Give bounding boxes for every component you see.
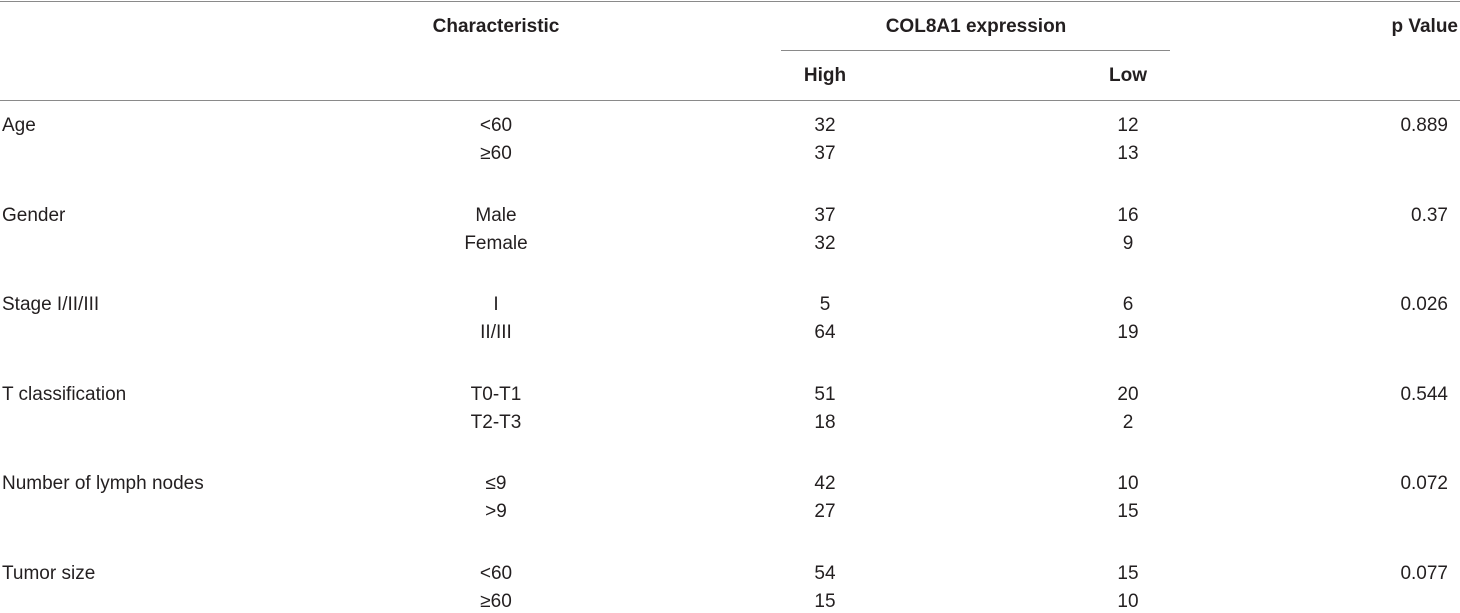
high-count-cell: 32 <box>814 232 836 254</box>
header-high: High <box>803 65 847 86</box>
high-count-cell: 27 <box>814 501 836 522</box>
row-label: Number of lymph nodes <box>2 473 204 494</box>
high-count-cell: 5 <box>819 294 831 315</box>
p-value-cell: 0.026 <box>1400 294 1448 315</box>
subgroup-cell: ≥60 <box>480 143 512 164</box>
high-count-cell: 51 <box>814 383 836 405</box>
header-col8a1-expression: COL8A1 expression <box>885 16 1067 37</box>
subgroup-cell: <60 <box>479 562 513 584</box>
subgroup-cell: ≤9 <box>485 473 507 494</box>
low-count-cell: 15 <box>1117 501 1139 522</box>
table-top-rule <box>0 1 1460 2</box>
low-count-cell: 13 <box>1117 143 1139 164</box>
subgroup-cell: >9 <box>485 501 507 522</box>
subgroup-cell: <60 <box>479 115 513 136</box>
subgroup-cell: II/III <box>480 322 512 343</box>
p-value-cell: 0.072 <box>1400 473 1448 494</box>
p-value-cell: 0.544 <box>1400 383 1448 405</box>
subgroup-cell: T2-T3 <box>470 411 522 433</box>
high-count-cell: 64 <box>814 322 836 343</box>
high-count-cell: 42 <box>814 473 836 494</box>
header-low: Low <box>1109 65 1147 86</box>
low-count-cell: 9 <box>1122 232 1134 254</box>
row-label: T classification <box>2 383 127 405</box>
row-label: Stage I/II/III <box>2 294 100 315</box>
subgroup-cell: Male <box>475 204 517 226</box>
row-label: Tumor size <box>2 562 96 584</box>
low-count-cell: 6 <box>1122 294 1134 315</box>
low-count-cell: 19 <box>1117 322 1139 343</box>
low-count-cell: 15 <box>1117 562 1139 584</box>
high-count-cell: 18 <box>814 411 836 433</box>
row-label: Age <box>2 115 36 136</box>
table-header-rule <box>0 100 1460 101</box>
p-value-cell: 0.37 <box>1411 204 1448 226</box>
low-count-cell: 10 <box>1117 473 1139 494</box>
high-count-cell: 37 <box>814 204 836 226</box>
row-label: Gender <box>2 204 66 226</box>
low-count-cell: 12 <box>1117 115 1139 136</box>
expression-subheader-rule <box>781 50 1170 51</box>
high-count-cell: 54 <box>814 562 836 584</box>
high-count-cell: 15 <box>814 590 836 612</box>
high-count-cell: 37 <box>814 143 836 164</box>
header-characteristic: Characteristic <box>432 16 560 37</box>
low-count-cell: 20 <box>1117 383 1139 405</box>
low-count-cell: 2 <box>1122 411 1134 433</box>
low-count-cell: 10 <box>1117 590 1139 612</box>
header-p-value: p Value <box>1391 16 1458 37</box>
subgroup-cell: T0-T1 <box>470 383 522 405</box>
low-count-cell: 16 <box>1117 204 1139 226</box>
p-value-cell: 0.077 <box>1400 562 1448 584</box>
subgroup-cell: Female <box>464 232 528 254</box>
subgroup-cell: ≥60 <box>480 590 512 612</box>
high-count-cell: 32 <box>814 115 836 136</box>
p-value-cell: 0.889 <box>1400 115 1448 136</box>
subgroup-cell: I <box>493 294 499 315</box>
